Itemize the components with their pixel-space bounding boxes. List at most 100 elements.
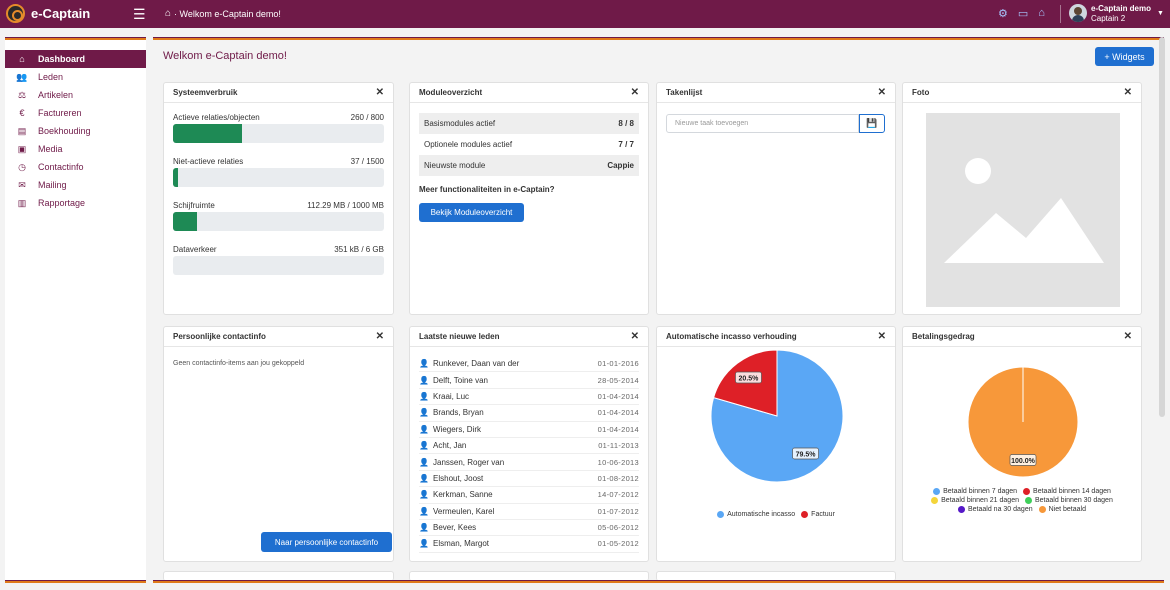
card-takenlijst: Takenlijst ✕ Nieuwe taak toevoegen 💾 [656,82,896,315]
sidebar-item-rapportage[interactable]: ▥ Rapportage [5,194,146,212]
list-item[interactable]: 👤 Elshout, Joost 01-08-2012 [419,471,639,488]
member-name: Brands, Bryan [433,408,484,418]
sidebar-item-label: Leden [38,72,64,82]
usage-row: Schijfruimte 112.29 MB / 1000 MB [173,201,384,231]
legend-item[interactable]: Betaald binnen 14 dagen [1023,488,1111,495]
module-value: 7 / 7 [618,140,634,149]
euro-icon: € [19,108,25,118]
list-item[interactable]: 👤 Kerkman, Sanne 14-07-2012 [419,487,639,504]
settings-icon[interactable]: ⚙ [998,8,1008,20]
legend-item[interactable]: Betaald binnen 30 dagen [1025,497,1113,504]
legend-item[interactable]: Betaald na 30 dagen [958,506,1033,513]
card-icon[interactable]: ▭ [1017,8,1029,20]
list-item[interactable]: 👤 Elsman, Margot 01-05-2012 [419,536,639,553]
member-name: Janssen, Roger van [433,457,505,467]
module-value: 8 / 8 [618,119,634,128]
legend-dot [931,497,939,504]
scrollbar[interactable] [1159,37,1165,417]
sidebar-item-leden[interactable]: 👥 Leden [5,68,146,86]
image-placeholder-icon [926,113,1120,307]
home-icon[interactable]: ⌂ [165,8,172,19]
legend-item[interactable]: Factuur [801,511,835,518]
legend-item[interactable]: Niet betaald [1038,506,1086,513]
menu-toggle-icon[interactable]: ☰ [133,6,146,22]
sidebar-item-label: Contactinfo [38,162,84,172]
person-icon: 👤 [419,457,429,467]
pie-data-label: 79.5% [792,447,819,460]
page-title: Welkom e-Captain demo! [163,50,287,62]
legend-dot [1025,497,1032,504]
list-item[interactable]: 👤 Wiegers, Dirk 01-04-2014 [419,422,639,438]
sidebar-item-factureren[interactable]: € Factureren [5,104,146,122]
close-icon[interactable]: ✕ [1123,331,1132,342]
usage-list: Actieve relaties/objecten 260 / 800 Niet-a… [164,113,393,275]
member-name: Acht, Jan [433,441,467,451]
member-name: Vermeulen, Karel [433,506,495,516]
sidebar-item-label: Artikelen [38,90,74,100]
close-icon[interactable]: ✕ [630,331,639,342]
list-item[interactable]: 👤 Janssen, Roger van 10-06-2013 [419,454,639,471]
articles-icon: ⚖ [17,89,27,100]
list-item[interactable]: 👤 Bever, Kees 05-06-2012 [419,520,639,537]
list-item[interactable]: 👤 Runkever, Daan van der 01-01-2016 [419,356,639,373]
list-item[interactable]: 👤 Brands, Bryan 01-04-2014 [419,405,639,422]
list-item[interactable]: 👤 Kraai, Luc 01-04-2014 [419,389,639,406]
close-icon[interactable]: ✕ [877,87,886,98]
view-modules-button[interactable]: Bekijk Moduleoverzicht [419,203,524,222]
module-list: Basismodules actief 8 / 8 Optionele module… [410,113,648,176]
logo-icon [6,4,25,23]
users-icon: 👥 [16,71,28,82]
sidebar-item-artikelen[interactable]: ⚖ Artikelen [5,86,146,104]
logo[interactable]: e-Captain [6,4,90,23]
personal-contact-button[interactable]: Naar persoonlijke contactinfo [261,532,392,552]
media-icon: ▣ [17,143,27,154]
sidebar-item-media[interactable]: ▣ Media [5,140,146,158]
user-menu[interactable]: e-Captain demo Captain 2 [1091,4,1151,24]
legend-label: Betaald binnen 14 dagen [1033,488,1111,495]
sidebar-item-label: Boekhouding [38,126,91,136]
person-icon: 👤 [419,473,429,483]
breadcrumb: ⌂ · Welkom e-Captain demo! [165,8,281,19]
usage-value: 260 / 800 [350,113,384,122]
pie-label-text: 100.0% [1011,458,1036,465]
person-icon: 👤 [419,539,429,549]
legend-dot [958,506,965,513]
usage-label: Actieve relaties/objecten [173,113,260,122]
sidebar-item-boekhouding[interactable]: ▤ Boekhouding [5,122,146,140]
sidebar-item-mailing[interactable]: ✉ Mailing [5,176,146,194]
member-date: 01-07-2012 [597,506,639,516]
usage-bar [173,256,384,275]
sidebar-item-label: Mailing [38,180,67,190]
usage-row: Niet-actieve relaties 37 / 1500 [173,157,384,187]
close-icon[interactable]: ✕ [630,87,639,98]
card-title: Systeemverbruik [173,88,238,97]
close-icon[interactable]: ✕ [1123,87,1132,98]
member-name: Bever, Kees [433,523,477,533]
close-icon[interactable]: ✕ [877,331,886,342]
usage-bar [173,168,384,187]
list-item[interactable]: 👤 Acht, Jan 01-11-2013 [419,438,639,455]
usage-row: Dataverkeer 351 kB / 6 GB [173,245,384,275]
legend-item[interactable]: Betaald binnen 7 dagen [933,488,1017,495]
card-foto: Foto ✕ [902,82,1142,315]
close-icon[interactable]: ✕ [375,87,384,98]
legend-item[interactable]: Automatische incasso [717,511,795,518]
close-icon[interactable]: ✕ [375,331,384,342]
logo-text: e-Captain [31,6,91,21]
avatar[interactable] [1069,4,1087,22]
list-item[interactable]: 👤 Vermeulen, Karel 01-07-2012 [419,504,639,520]
legend-item[interactable]: Betaald binnen 21 dagen [931,497,1019,504]
card-moduleoverzicht: Moduleoverzicht ✕ Basismodules actief 8 /… [409,82,649,315]
bank-icon[interactable]: ⌂ [1038,7,1045,19]
sidebar-item-dashboard[interactable]: ⌂ Dashboard [5,50,146,68]
person-icon: 👤 [419,490,429,500]
widgets-button[interactable]: + Widgets [1095,47,1154,66]
card-title: Moduleoverzicht [419,88,483,97]
save-icon[interactable]: 💾 [859,114,885,133]
list-item[interactable]: 👤 Delft, Toine van 28-05-2014 [419,372,639,389]
chevron-down-icon[interactable]: ▼ [1157,10,1164,17]
sidebar-stripe-top [5,37,146,40]
sidebar-item-contactinfo[interactable]: ◷ Contactinfo [5,158,146,176]
new-task-input[interactable]: Nieuwe taak toevoegen [666,114,859,133]
main-stripe-bottom [153,580,1164,583]
